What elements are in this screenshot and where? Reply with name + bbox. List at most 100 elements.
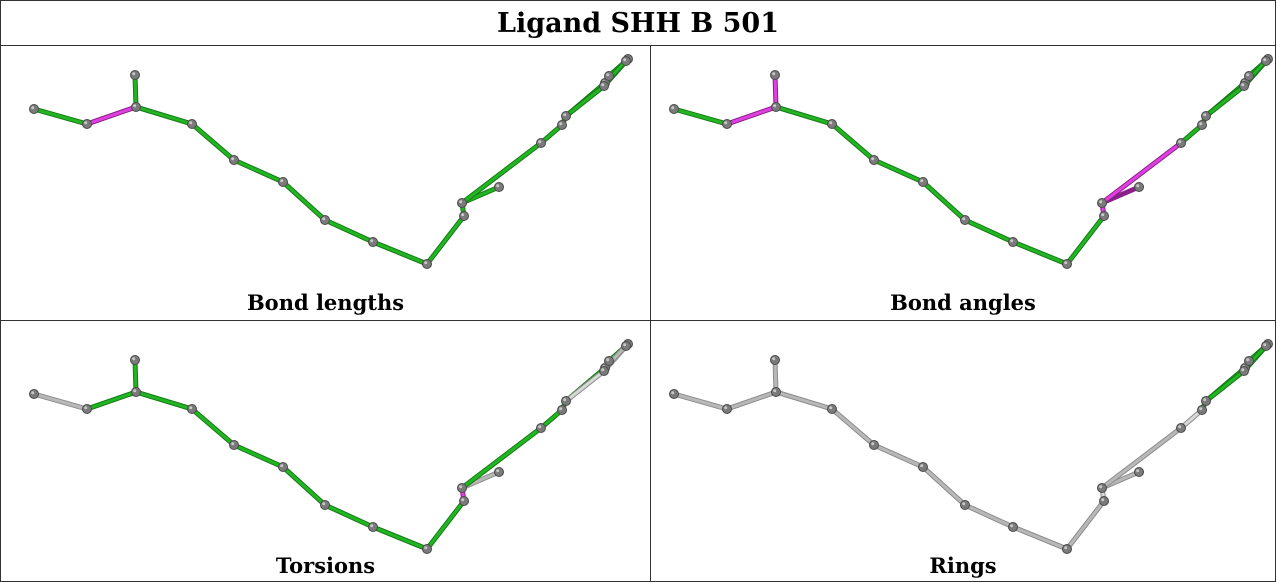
atom	[771, 102, 781, 112]
panel-caption-rings: Rings	[929, 553, 997, 578]
atom	[459, 496, 469, 506]
bond	[190, 122, 236, 162]
atom	[29, 104, 39, 114]
bond	[1100, 141, 1183, 205]
atom-highlight	[920, 464, 924, 468]
atom	[1261, 341, 1271, 351]
bond	[830, 407, 876, 447]
atom	[669, 104, 679, 114]
molecule-bond-lengths	[29, 54, 633, 269]
atom-highlight	[31, 391, 35, 395]
atom-highlight	[623, 343, 627, 347]
atom-highlight	[1199, 407, 1203, 411]
atom	[621, 341, 631, 351]
bond	[460, 141, 543, 205]
atom-highlight	[671, 391, 675, 395]
atom	[869, 155, 879, 165]
atom	[229, 155, 239, 165]
bond	[134, 105, 194, 126]
atom-highlight	[920, 179, 924, 183]
atom	[1197, 120, 1207, 130]
atom-highlight	[459, 485, 463, 489]
atom	[557, 120, 567, 130]
atom	[494, 182, 504, 192]
atom-highlight	[1241, 83, 1245, 87]
atom-highlight	[671, 106, 675, 110]
atom	[229, 440, 239, 450]
atom-highlight	[1241, 368, 1245, 372]
bond	[281, 180, 327, 222]
atom-highlight	[424, 546, 428, 550]
atom	[604, 71, 614, 81]
panel-bond-lengths: Bond lengths	[1, 46, 650, 320]
atom	[1062, 259, 1072, 269]
bond	[774, 390, 834, 411]
atom-highlight	[871, 442, 875, 446]
atom	[621, 56, 631, 66]
panel-torsions: Torsions	[1, 321, 650, 581]
atom	[278, 177, 288, 187]
atom-highlight	[31, 106, 35, 110]
atom-highlight	[459, 200, 463, 204]
atom-highlight	[1136, 469, 1140, 473]
bond	[232, 443, 285, 469]
atom-highlight	[189, 406, 193, 410]
atom	[130, 70, 140, 80]
panel-divider-vertical	[650, 45, 651, 581]
atom-highlight	[1099, 200, 1103, 204]
bond	[921, 465, 967, 507]
atom	[561, 396, 571, 406]
bond	[963, 503, 1015, 529]
bond	[281, 465, 327, 507]
atom-highlight	[133, 104, 137, 108]
panel-caption-bond-angles: Bond angles	[890, 290, 1036, 315]
atom	[1244, 71, 1254, 81]
atom-highlight	[962, 502, 966, 506]
bond	[425, 499, 466, 551]
atom	[1099, 211, 1109, 221]
atom	[918, 462, 928, 472]
bond	[85, 390, 138, 411]
atom	[918, 177, 928, 187]
figure-title: Ligand SHH B 501	[1, 1, 1275, 46]
atom-highlight	[601, 83, 605, 87]
atom-highlight	[1263, 58, 1267, 62]
atom	[557, 405, 567, 415]
atom-highlight	[84, 406, 88, 410]
bond	[774, 105, 834, 126]
atom-highlight	[1064, 261, 1068, 265]
atom	[368, 522, 378, 532]
atom-highlight	[496, 184, 500, 188]
atom-highlight	[563, 398, 567, 402]
atom-highlight	[231, 442, 235, 446]
atom	[669, 389, 679, 399]
atom-highlight	[1064, 546, 1068, 550]
atom-highlight	[1099, 485, 1103, 489]
atom-highlight	[1246, 73, 1250, 77]
atom-highlight	[1101, 498, 1105, 502]
bond	[963, 218, 1015, 244]
atom	[1097, 483, 1107, 493]
atom	[130, 355, 140, 365]
bond	[564, 84, 606, 118]
atom	[770, 70, 780, 80]
bond	[1011, 240, 1069, 266]
atom-highlight	[601, 368, 605, 372]
bond	[872, 158, 925, 184]
bond	[672, 392, 729, 411]
atom	[82, 119, 92, 129]
bond	[133, 73, 138, 109]
bond	[672, 107, 729, 126]
atom-highlight	[280, 464, 284, 468]
atom-highlight	[1199, 122, 1203, 126]
atom-highlight	[606, 358, 610, 362]
atom	[1197, 405, 1207, 415]
atom-highlight	[1101, 213, 1105, 217]
bond	[425, 214, 466, 266]
atom	[1008, 237, 1018, 247]
atom-highlight	[280, 179, 284, 183]
atom-highlight	[1263, 343, 1267, 347]
atom-highlight	[538, 425, 542, 429]
atom	[960, 500, 970, 510]
atom	[536, 423, 546, 433]
